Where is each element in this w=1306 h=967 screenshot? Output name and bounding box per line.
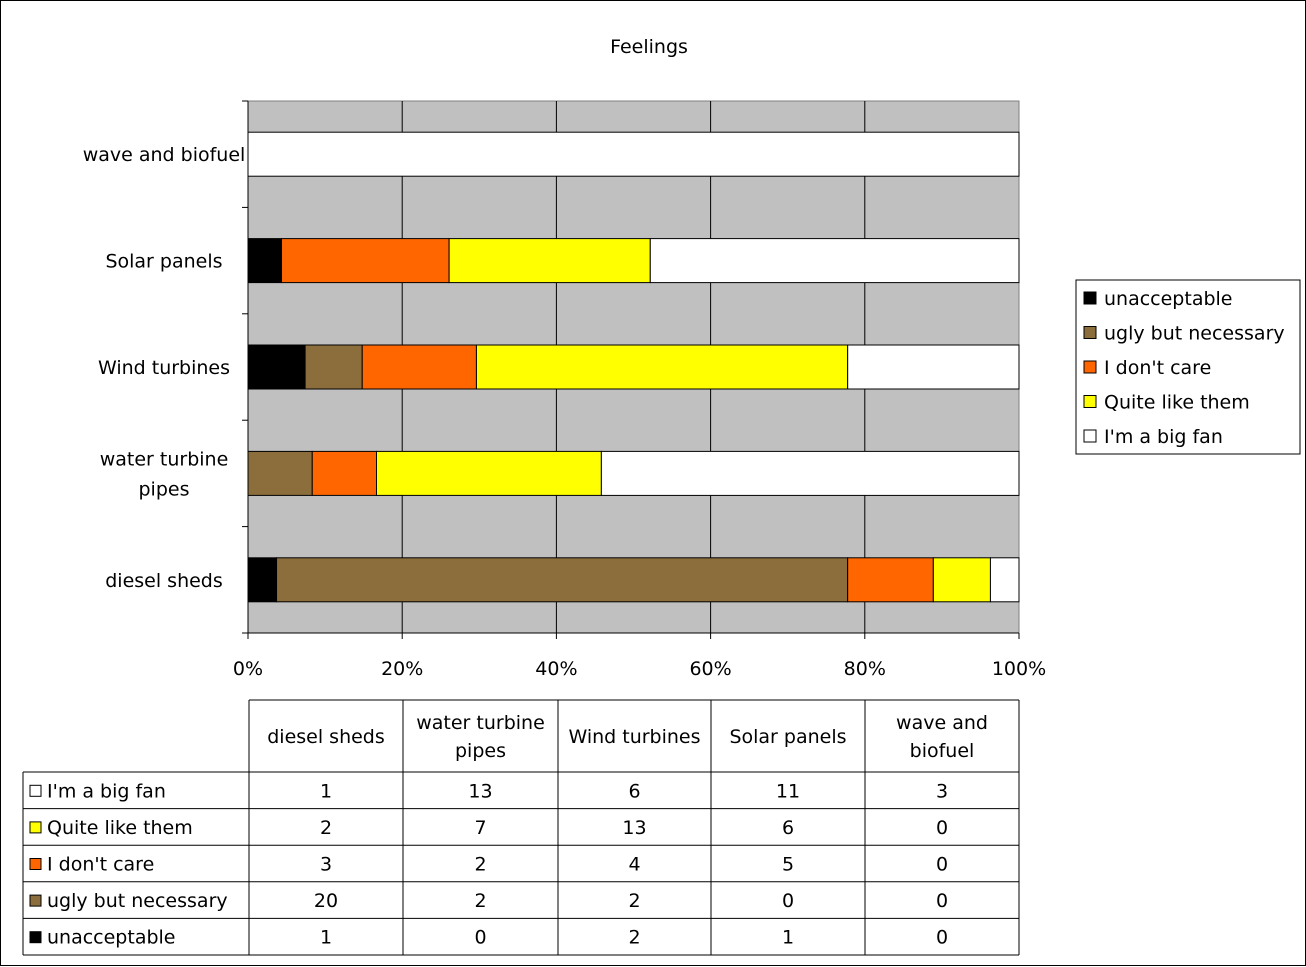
- bar-segment: [304, 344, 363, 390]
- bar-segment: [475, 344, 849, 390]
- bar-segment: [989, 557, 1020, 603]
- bar-segment: [247, 557, 278, 603]
- table-legend-key: [29, 784, 42, 797]
- legend-swatch: [1083, 429, 1097, 443]
- table-column-header: Solar panels: [729, 726, 846, 748]
- category-label: Wind turbines: [98, 357, 230, 379]
- table-column-header: wave and: [896, 712, 988, 734]
- legend-label: I'm a big fan: [1104, 426, 1223, 448]
- legend-label: Quite like them: [1104, 392, 1250, 414]
- category-label: pipes: [139, 478, 190, 500]
- chart-title: Feelings: [610, 36, 688, 58]
- bar-segment: [247, 344, 306, 390]
- table-cell: 1: [782, 927, 794, 949]
- legend-swatch: [1083, 360, 1097, 374]
- legend-box: [1075, 279, 1301, 455]
- bar-segment: [649, 238, 1020, 284]
- table-cell: 0: [936, 817, 948, 839]
- table-column-header: biofuel: [910, 740, 975, 762]
- table-cell: 13: [622, 817, 646, 839]
- table-cell: 0: [782, 890, 794, 912]
- bar-segment: [247, 450, 313, 496]
- x-tick-label: 80%: [844, 658, 886, 680]
- table-column-header: pipes: [455, 740, 506, 762]
- data-table: diesel sheds water turbine pipes Wind turbi…: [22, 699, 1020, 956]
- bar-segment: [247, 238, 283, 284]
- table-cell: 11: [776, 780, 800, 802]
- table-cell: 1: [320, 780, 332, 802]
- table-row-header: unacceptable: [47, 927, 176, 949]
- bar-segment: [361, 344, 477, 390]
- legend-swatch: [1083, 291, 1097, 305]
- x-tick-label: 60%: [689, 658, 731, 680]
- bar-segment: [847, 557, 934, 603]
- category-label: diesel sheds: [105, 570, 223, 592]
- bar-segment: [376, 450, 602, 496]
- category-label: Solar panels: [105, 251, 222, 273]
- table-row-header: I don't care: [47, 854, 154, 876]
- table-legend-key: [29, 858, 42, 870]
- legend-swatch: [1083, 326, 1097, 339]
- x-tick-label: 0%: [233, 658, 263, 680]
- bar-segment: [932, 557, 991, 603]
- table-legend-key: [29, 931, 42, 944]
- table-column-header: diesel sheds: [267, 726, 385, 748]
- bar-segment: [247, 131, 1020, 177]
- bar-segment: [847, 344, 1020, 390]
- table-cell: 3: [936, 780, 948, 802]
- table-cell: 2: [628, 927, 640, 949]
- legend-label: ugly but necessary: [1104, 323, 1285, 345]
- table-cell: 5: [782, 854, 794, 876]
- legend: unacceptable ugly but necessary I don't ca…: [1075, 279, 1301, 455]
- table-cell: 6: [782, 817, 794, 839]
- table-cell: 3: [320, 854, 332, 876]
- legend-label: unacceptable: [1104, 288, 1233, 310]
- table-cell: 0: [936, 890, 948, 912]
- table-cell: 7: [474, 817, 486, 839]
- table-column-header: water turbine: [416, 712, 545, 734]
- legend-swatch: [1083, 395, 1097, 408]
- x-tick-label: 40%: [535, 658, 577, 680]
- bar-segment: [311, 450, 377, 496]
- table-cell: 1: [320, 927, 332, 949]
- table-cell: 2: [628, 890, 640, 912]
- table-cell: 2: [474, 854, 486, 876]
- bar-segment: [600, 450, 1020, 496]
- table-cell: 0: [474, 927, 486, 949]
- table-cell: 6: [628, 780, 640, 802]
- table-cell: 13: [468, 780, 492, 802]
- x-tick-label: 100%: [992, 658, 1046, 680]
- legend-label: I don't care: [1104, 357, 1211, 379]
- table-cell: 2: [320, 817, 332, 839]
- table-cell: 2: [474, 890, 486, 912]
- bar-segment: [276, 557, 849, 603]
- table-row-header: ugly but necessary: [47, 890, 228, 912]
- category-label: wave and biofuel: [83, 144, 246, 166]
- table-cell: 0: [936, 854, 948, 876]
- table-cell: 0: [936, 927, 948, 949]
- plot-area: 0% 20% 40% 60% 80% 100% diesel sheds water turb…: [83, 100, 1046, 680]
- bar-segment: [448, 238, 651, 284]
- table-cell: 20: [314, 890, 338, 912]
- table-row-header: I'm a big fan: [47, 780, 166, 802]
- table-cell: 4: [628, 854, 640, 876]
- table-column-header: Wind turbines: [568, 726, 700, 748]
- table-legend-key: [29, 821, 42, 834]
- table-legend-key: [29, 894, 42, 907]
- table-row-header: Quite like them: [47, 817, 193, 839]
- x-tick-label: 20%: [381, 658, 423, 680]
- bar-segment: [281, 238, 450, 284]
- category-label: water turbine: [100, 448, 229, 470]
